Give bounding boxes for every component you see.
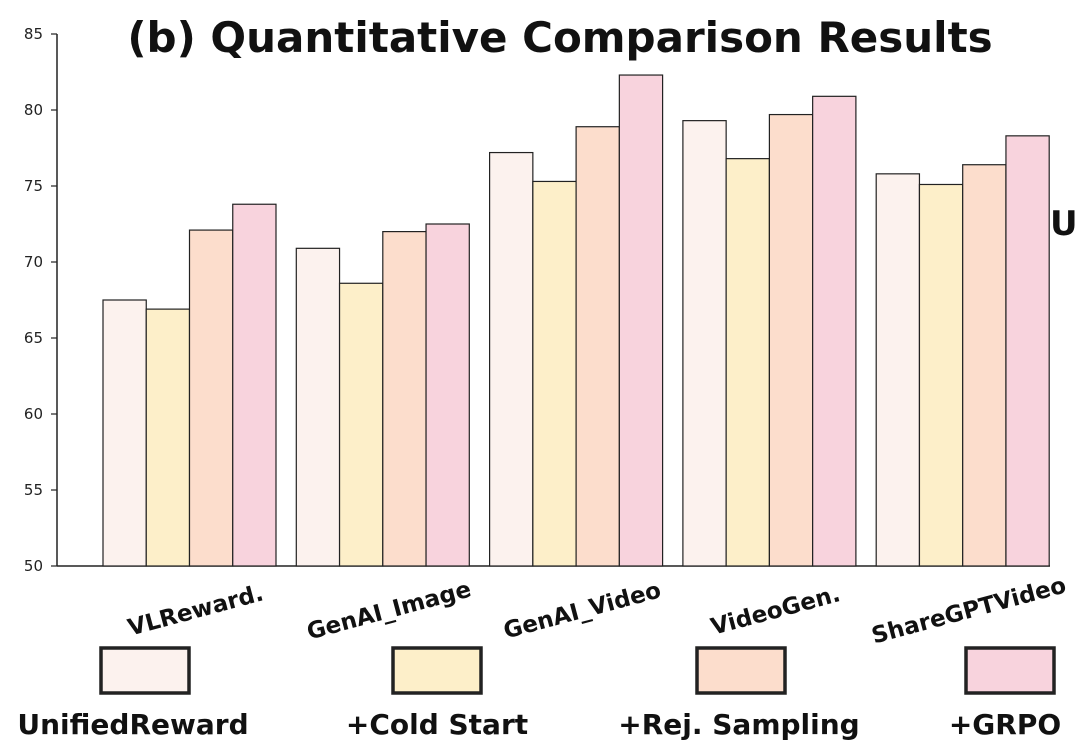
y-tick-label: 70 [24, 253, 43, 271]
edge-text: U [1050, 204, 1078, 244]
legend: UnifiedReward +Cold Start +Rej. Sampling +G… [17, 646, 1061, 741]
y-tick-label: 60 [24, 405, 43, 423]
category-label: ShareGPTVideo [869, 573, 1069, 650]
y-tick-label: 75 [24, 177, 43, 195]
bar-2-5 [918, 183, 964, 567]
category-label: VLReward. [125, 580, 266, 641]
bar-3-4 [768, 113, 814, 567]
y-tick-label: 50 [24, 557, 43, 575]
bar-1-4 [682, 120, 727, 567]
legend-label-3: +Rej. Sampling [618, 708, 859, 741]
legend-swatch-2 [391, 646, 483, 695]
bar-4-5 [1005, 135, 1050, 567]
bar-4-2 [425, 223, 470, 567]
bar-3-5 [962, 164, 1007, 567]
legend-label-1: UnifiedReward [17, 708, 248, 741]
legend-swatch-3 [695, 646, 787, 695]
bar-2-1 [145, 308, 191, 567]
bar-3-1 [188, 229, 234, 567]
category-label: VideoGen. [708, 581, 843, 640]
bar-4-1 [232, 203, 277, 567]
category-labels: VLReward. GenAI_Image GenAI_Video VideoGen.… [125, 573, 1069, 650]
category-label: GenAI_Image [304, 577, 474, 646]
y-tick-label: 85 [24, 25, 43, 43]
category-label: GenAI_Video [501, 577, 664, 644]
bar-1-5 [875, 173, 921, 567]
bar-2-2 [338, 282, 384, 567]
bar-1-2 [295, 247, 341, 567]
bar-2-3 [532, 180, 577, 567]
bar-1-3 [489, 151, 534, 567]
y-tick-label: 55 [24, 481, 43, 499]
legend-label-4: +GRPO [949, 708, 1061, 741]
bar-4-4 [812, 95, 857, 567]
legend-swatch-1 [99, 646, 191, 695]
y-tick-label: 80 [24, 101, 43, 119]
bar-4-3 [618, 74, 664, 567]
legend-label-2: +Cold Start [346, 708, 528, 741]
bar-3-2 [382, 231, 427, 567]
bars-group [102, 74, 1050, 567]
bar-3-3 [575, 126, 620, 567]
bar-1-1 [102, 299, 147, 567]
legend-swatch-4 [964, 646, 1056, 695]
bar-2-4 [725, 158, 771, 567]
y-tick-label: 65 [24, 329, 43, 347]
chart-title: (b) Quantitative Comparison Results [127, 13, 992, 62]
